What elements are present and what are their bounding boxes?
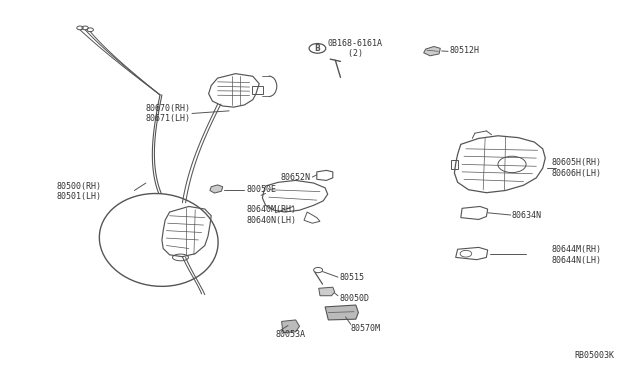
Text: 80050E: 80050E [246,185,276,194]
Text: 80652N: 80652N [280,173,310,182]
Text: 80050D: 80050D [339,294,369,303]
Text: 80570M: 80570M [351,324,381,333]
Text: 80644M(RH)
80644N(LH): 80644M(RH) 80644N(LH) [552,245,602,264]
Bar [252,86,263,94]
Text: RB05003K: RB05003K [575,351,614,360]
Polygon shape [210,185,223,193]
Bar [451,160,458,169]
Text: 80515: 80515 [339,273,364,282]
Text: 80634N: 80634N [512,211,542,220]
Polygon shape [282,320,300,333]
Text: 0B168-6161A
    (2): 0B168-6161A (2) [328,39,383,58]
Text: 80670(RH)
80671(LH): 80670(RH) 80671(LH) [146,104,191,123]
Text: 80500(RH)
80501(LH): 80500(RH) 80501(LH) [56,182,101,201]
Text: 80605H(RH)
80606H(LH): 80605H(RH) 80606H(LH) [552,158,602,178]
Polygon shape [325,305,358,320]
Polygon shape [424,46,440,56]
Text: 80640M(RH)
80640N(LH): 80640M(RH) 80640N(LH) [246,205,296,225]
Text: B: B [315,44,320,53]
Text: 80512H: 80512H [449,46,479,55]
Text: 80053A: 80053A [275,330,305,339]
Polygon shape [319,287,335,296]
